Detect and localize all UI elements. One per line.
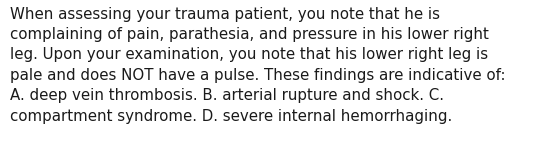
Text: When assessing your trauma patient, you note that he is
complaining of pain, par: When assessing your trauma patient, you … xyxy=(10,7,506,124)
